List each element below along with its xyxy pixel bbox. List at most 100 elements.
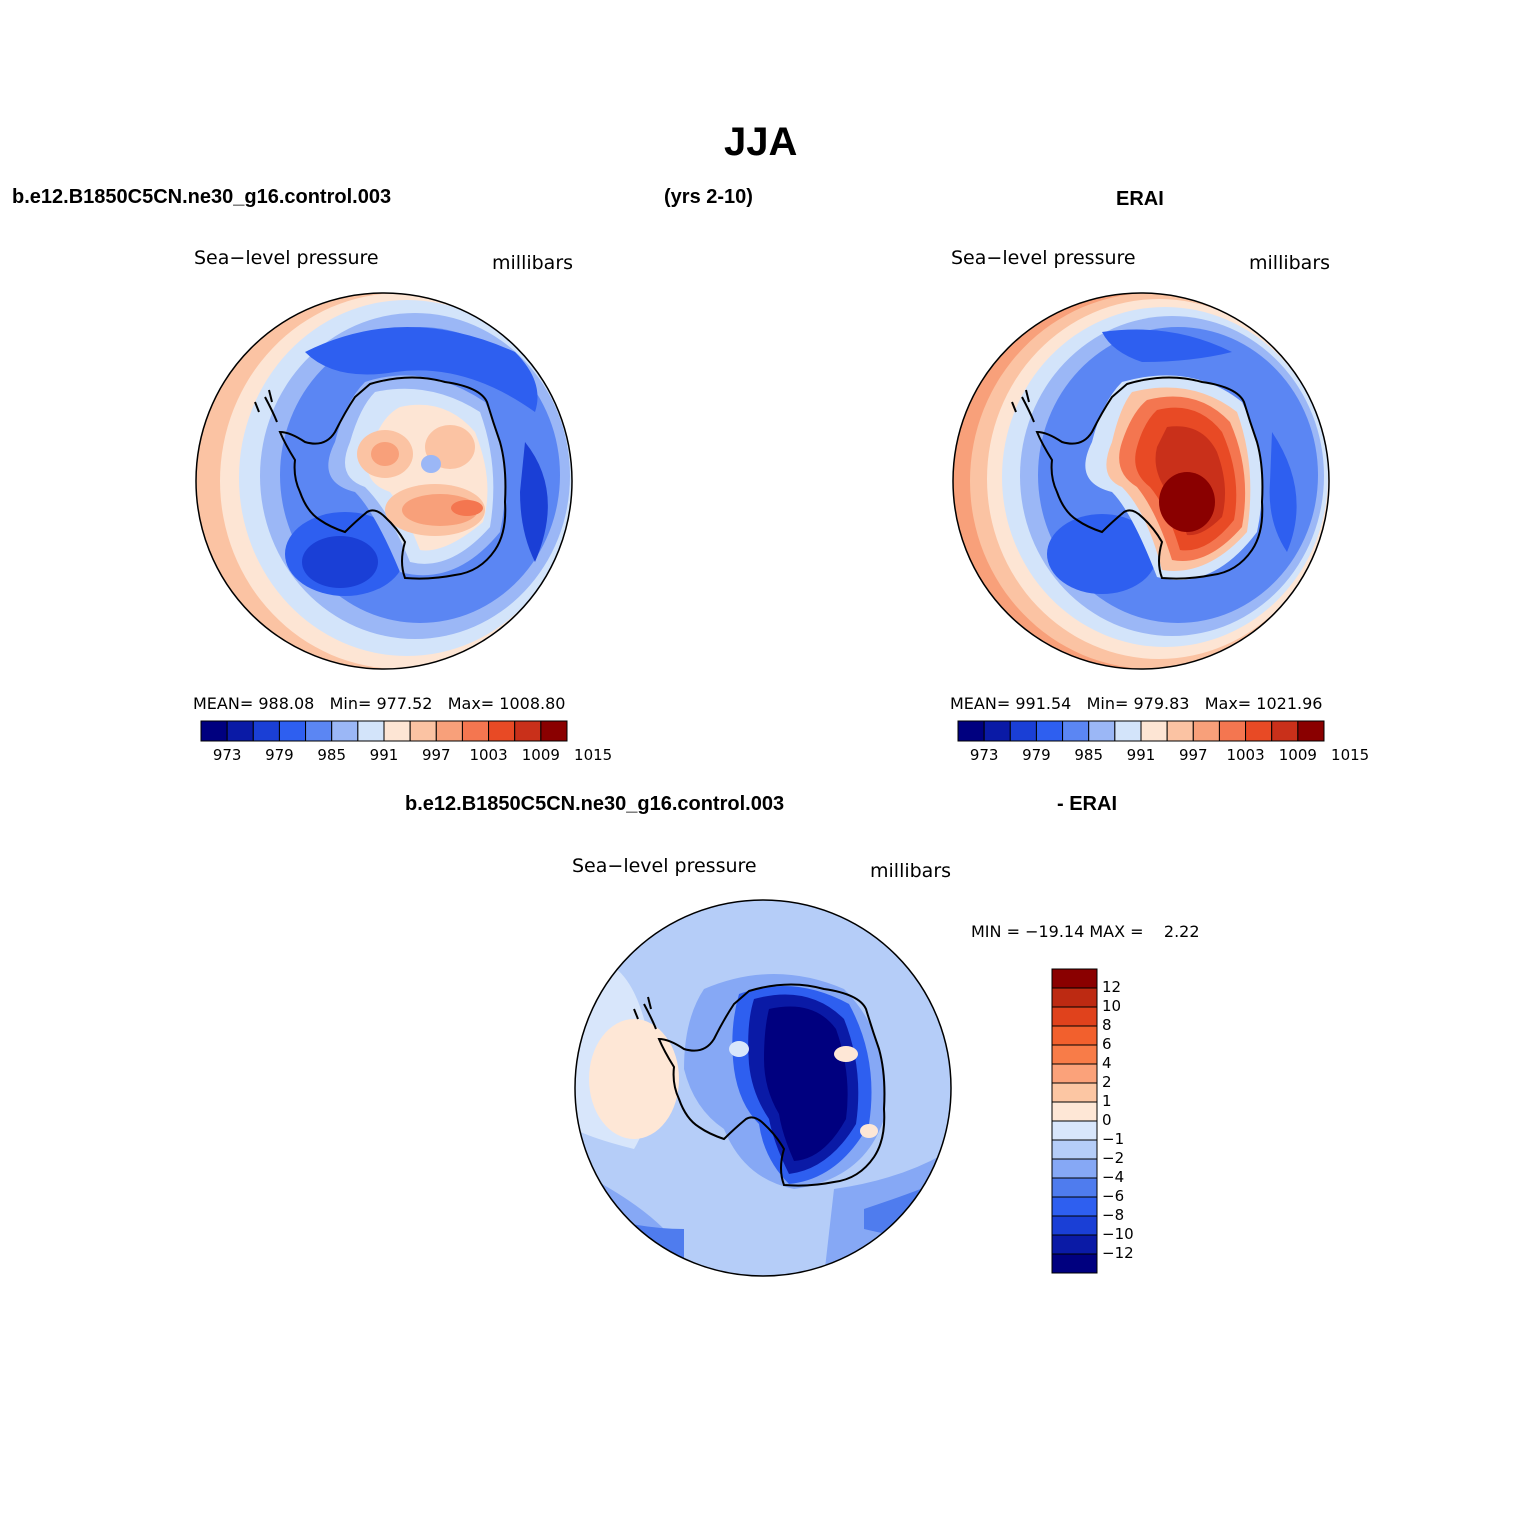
diff-colorbar-tick-label: −1 [1102, 1130, 1125, 1148]
model-colorbar-tick-label: 997 [421, 746, 451, 764]
diff-colorbar-tick-label: −4 [1102, 1168, 1125, 1186]
model-colorbar-box [409, 720, 437, 742]
diff-colorbar-tick-label: −10 [1102, 1225, 1134, 1243]
obs-min-value: 979.83 [1133, 694, 1190, 713]
obs-colorbar-box [983, 720, 1011, 742]
diff-colorbar [1051, 968, 1098, 1274]
model-colorbar-tick-label: 1009 [521, 746, 560, 764]
model-colorbar-box [357, 720, 385, 742]
diff-colorbar-box [1051, 968, 1098, 989]
model-colorbar-tick-label: 1015 [574, 746, 613, 764]
obs-colorbar-tick-label: 991 [1126, 746, 1156, 764]
obs-colorbar-box [1218, 720, 1247, 742]
diff-colorbar-tick-label: 0 [1102, 1111, 1112, 1129]
obs-colorbar [957, 720, 1325, 742]
model-mean-label: MEAN= [193, 694, 254, 713]
obs-colorbar-box [1245, 720, 1273, 742]
obs-mean-label: MEAN= [950, 694, 1011, 713]
obs-stats: MEAN= 991.54 Min= 979.83 Max= 1021.96 [950, 694, 1322, 713]
obs-units-label: millibars [1249, 252, 1331, 274]
model-polar-map [195, 292, 573, 670]
model-colorbar-box [331, 720, 359, 742]
diff-colorbar-tick-label: 10 [1102, 997, 1122, 1015]
model-colorbar-box [278, 720, 307, 742]
diff-polar-map [574, 899, 952, 1277]
obs-polar-map [952, 292, 1330, 670]
obs-colorbar-tick-label: 1015 [1331, 746, 1370, 764]
model-colorbar-tick-label: 985 [317, 746, 347, 764]
model-max-value: 1008.80 [499, 694, 566, 713]
model-colorbar-tick-label: 991 [369, 746, 399, 764]
diff-colorbar-box [1051, 1006, 1098, 1027]
diff-colorbar-tick-label: −8 [1102, 1206, 1125, 1224]
model-colorbar-box [305, 720, 333, 742]
diff-colorbar-tick-label: 1 [1102, 1092, 1112, 1110]
diff-colorbar-tick-label: 4 [1102, 1054, 1112, 1072]
model-colorbar-box [540, 720, 568, 742]
model-min-value: 977.52 [376, 694, 433, 713]
model-colorbar-box [252, 720, 280, 742]
model-case-header: b.e12.B1850C5CN.ne30_g16.control.003 [12, 186, 392, 208]
diff-colorbar-box [1051, 1139, 1098, 1160]
model-stats: MEAN= 988.08 Min= 977.52 Max= 1008.80 [193, 694, 565, 713]
model-colorbar-box [200, 720, 228, 742]
diff-colorbar-box [1051, 1044, 1098, 1065]
model-colorbar-box [514, 720, 542, 742]
figure-title: JJA [724, 120, 798, 164]
diff-colorbar-box [1051, 1025, 1098, 1046]
diff-colorbar-tick-label: −2 [1102, 1149, 1125, 1167]
obs-colorbar-tick-label: 1003 [1226, 746, 1265, 764]
obs-max-value: 1021.96 [1256, 694, 1323, 713]
obs-colorbar-box [1114, 720, 1142, 742]
diff-colorbar-box [1051, 1101, 1098, 1122]
diff-colorbar-box [1051, 1196, 1098, 1217]
obs-min-label: Min= [1086, 694, 1129, 713]
obs-variable-label: Sea−level pressure [951, 247, 1136, 269]
obs-colorbar-box [1297, 720, 1325, 742]
years-header: (yrs 2-10) [664, 186, 753, 208]
diff-colorbar-box [1051, 1082, 1098, 1103]
diff-minus-header: - ERAI [1057, 793, 1117, 815]
model-colorbar-box [226, 720, 254, 742]
diff-colorbar-box [1051, 1158, 1098, 1179]
model-colorbar-tick-label: 973 [212, 746, 242, 764]
diff-colorbar-tick-label: 12 [1102, 978, 1122, 996]
model-min-label: Min= [329, 694, 372, 713]
obs-colorbar-tick-label: 997 [1178, 746, 1208, 764]
model-units-label: millibars [492, 252, 574, 274]
obs-colorbar-box [1009, 720, 1037, 742]
diff-colorbar-tick-label: 8 [1102, 1016, 1112, 1034]
model-colorbar-tick-label: 979 [265, 746, 294, 764]
diff-variable-label: Sea−level pressure [572, 855, 757, 877]
obs-max-label: Max= [1204, 694, 1252, 713]
obs-colorbar-box [1271, 720, 1299, 742]
diff-colorbar-tick-label: 2 [1102, 1073, 1112, 1091]
model-colorbar-box [383, 720, 411, 742]
obs-colorbar-box [957, 720, 985, 742]
obs-colorbar-tick-label: 973 [969, 746, 999, 764]
obs-colorbar-tick-label: 979 [1022, 746, 1051, 764]
model-colorbar-box [461, 720, 490, 742]
model-variable-label: Sea−level pressure [194, 247, 379, 269]
model-colorbar-tick-label: 1003 [469, 746, 508, 764]
model-max-label: Max= [447, 694, 495, 713]
diff-colorbar-box [1051, 987, 1098, 1008]
diff-colorbar-tick-label: 6 [1102, 1035, 1112, 1053]
obs-colorbar-tick-label: 1009 [1278, 746, 1317, 764]
model-mean-value: 988.08 [258, 694, 315, 713]
obs-mean-value: 991.54 [1015, 694, 1072, 713]
diff-colorbar-tick-label: −6 [1102, 1187, 1125, 1205]
diff-case-header: b.e12.B1850C5CN.ne30_g16.control.003 [405, 793, 785, 815]
diff-colorbar-box [1051, 1177, 1098, 1198]
obs-colorbar-box [1166, 720, 1194, 742]
diff-colorbar-box [1051, 1120, 1098, 1141]
obs-colorbar-box [1088, 720, 1116, 742]
diff-colorbar-box [1051, 1215, 1098, 1236]
diff-stats: MIN = −19.14 MAX = 2.22 [971, 922, 1200, 941]
model-colorbar-box [435, 720, 463, 742]
obs-colorbar-box [1192, 720, 1220, 742]
diff-colorbar-box [1051, 1063, 1098, 1084]
diff-colorbar-tick-label: −12 [1102, 1244, 1134, 1262]
obs-colorbar-box [1140, 720, 1168, 742]
diff-colorbar-box [1051, 1253, 1098, 1274]
